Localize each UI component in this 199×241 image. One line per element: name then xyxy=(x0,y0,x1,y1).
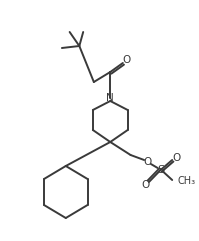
Text: CH₃: CH₃ xyxy=(178,176,196,186)
Text: O: O xyxy=(172,153,180,163)
Text: O: O xyxy=(141,180,149,190)
Text: O: O xyxy=(143,157,151,167)
Text: O: O xyxy=(123,55,131,65)
Text: N: N xyxy=(106,93,114,103)
Text: S: S xyxy=(157,165,164,175)
